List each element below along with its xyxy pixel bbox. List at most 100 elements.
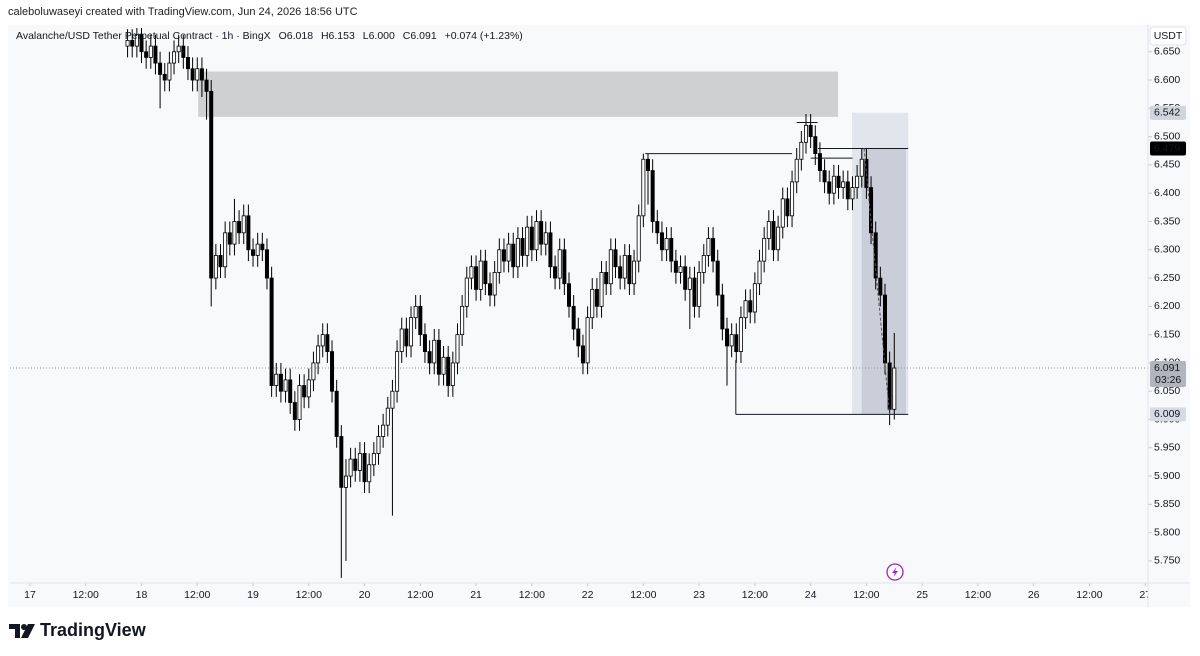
candle-body: [371, 453, 376, 466]
x-tick-label: 12:00: [630, 589, 656, 601]
candle-body: [450, 362, 455, 386]
candle-body: [776, 226, 781, 251]
candle-body: [427, 351, 432, 364]
candle-body: [492, 272, 497, 296]
x-tick-label: 18: [136, 589, 148, 601]
candle-body: [204, 79, 209, 92]
candle-body: [780, 198, 785, 228]
candle-body: [255, 243, 260, 256]
candle-body: [822, 170, 827, 183]
candle-body: [799, 141, 804, 160]
candle-body: [683, 266, 688, 290]
y-tick-label: 6.200: [1154, 300, 1180, 312]
candle-body: [711, 238, 716, 262]
candle-body: [567, 283, 572, 307]
candle-body: [771, 221, 776, 251]
candle-body: [227, 232, 232, 245]
price-badge: [1150, 105, 1186, 120]
candle-body: [474, 266, 479, 290]
candle-body: [158, 62, 163, 75]
price-badge: [1150, 361, 1186, 388]
candle-body: [195, 68, 200, 81]
candle-body: [817, 153, 822, 171]
watermark: caleboluwaseyi created with TradingView.…: [8, 6, 358, 18]
candle-body: [506, 243, 511, 262]
candle-body: [404, 328, 409, 347]
candle-body: [892, 367, 897, 410]
y-tick-label: 6.300: [1154, 244, 1180, 256]
candle-body: [422, 334, 427, 353]
y-tick-label: 5.900: [1154, 470, 1180, 482]
currency-box: [1149, 26, 1187, 46]
x-tick-label: 23: [693, 589, 705, 601]
candle-body: [734, 334, 739, 353]
candle-body: [334, 390, 339, 437]
price-badge-label: 6.091: [1154, 362, 1180, 374]
candle-body: [218, 255, 223, 268]
candle-body: [673, 260, 678, 273]
candle-body: [390, 390, 395, 409]
candle-body: [320, 334, 325, 347]
candle-body: [766, 221, 771, 239]
candle-body: [594, 288, 599, 307]
candle-body: [176, 45, 181, 53]
candle-body: [743, 300, 748, 319]
x-tick-label: 12:00: [965, 589, 991, 601]
candle-body: [622, 255, 627, 279]
alert-icon[interactable]: [886, 563, 904, 581]
candle-body: [269, 277, 274, 386]
candle-body: [418, 305, 423, 336]
candle-body: [343, 475, 348, 488]
currency: USDT: [1154, 30, 1183, 42]
candle-body: [752, 283, 757, 313]
candle-body: [669, 238, 674, 262]
candle-body: [144, 51, 149, 58]
dashed-line: [863, 148, 891, 415]
candle-body: [590, 288, 595, 319]
candle-body: [641, 158, 646, 217]
x-tick-label: 12:00: [184, 589, 210, 601]
brand: TradingView: [40, 620, 146, 640]
candle-body: [190, 68, 195, 81]
candle-body: [701, 255, 706, 273]
candle-body: [706, 238, 711, 256]
candle-body: [357, 453, 362, 471]
candle-body: [264, 249, 269, 279]
candle-body: [697, 272, 702, 307]
candle-body: [655, 221, 660, 234]
candle-body: [353, 458, 358, 471]
candle-body: [237, 221, 242, 234]
candle-body: [720, 294, 725, 330]
candle-body: [855, 175, 860, 188]
y-tick-label: 6.450: [1154, 159, 1180, 171]
candle-body: [330, 351, 335, 392]
candle-body: [162, 73, 167, 81]
candle-body: [813, 136, 818, 154]
candle-body: [246, 215, 251, 251]
y-tick-label: 5.950: [1154, 442, 1180, 454]
candle-body: [241, 215, 246, 234]
candle-body: [441, 356, 446, 375]
candle-body: [311, 362, 316, 381]
candle-body: [483, 260, 488, 285]
candle-body: [515, 238, 520, 268]
x-tick-label: 19: [247, 589, 259, 601]
candle-body: [325, 334, 330, 353]
x-tick-label: 12:00: [407, 589, 433, 601]
candle-body: [562, 249, 567, 285]
candle-body: [501, 249, 506, 262]
ohlc: H6.153: [320, 30, 355, 42]
candle-body: [539, 221, 544, 245]
candle-body: [274, 373, 279, 386]
y-tick-label: 6.600: [1154, 74, 1180, 86]
candle-body: [139, 34, 144, 53]
candle-body: [381, 424, 386, 437]
candle-body: [845, 181, 850, 200]
candle-body: [436, 339, 441, 375]
candle-body: [803, 124, 808, 143]
candle-body: [213, 255, 218, 279]
candle-body: [167, 62, 172, 81]
candle-body: [659, 232, 664, 251]
candle-body: [580, 345, 585, 364]
price-badge: [1150, 407, 1186, 422]
